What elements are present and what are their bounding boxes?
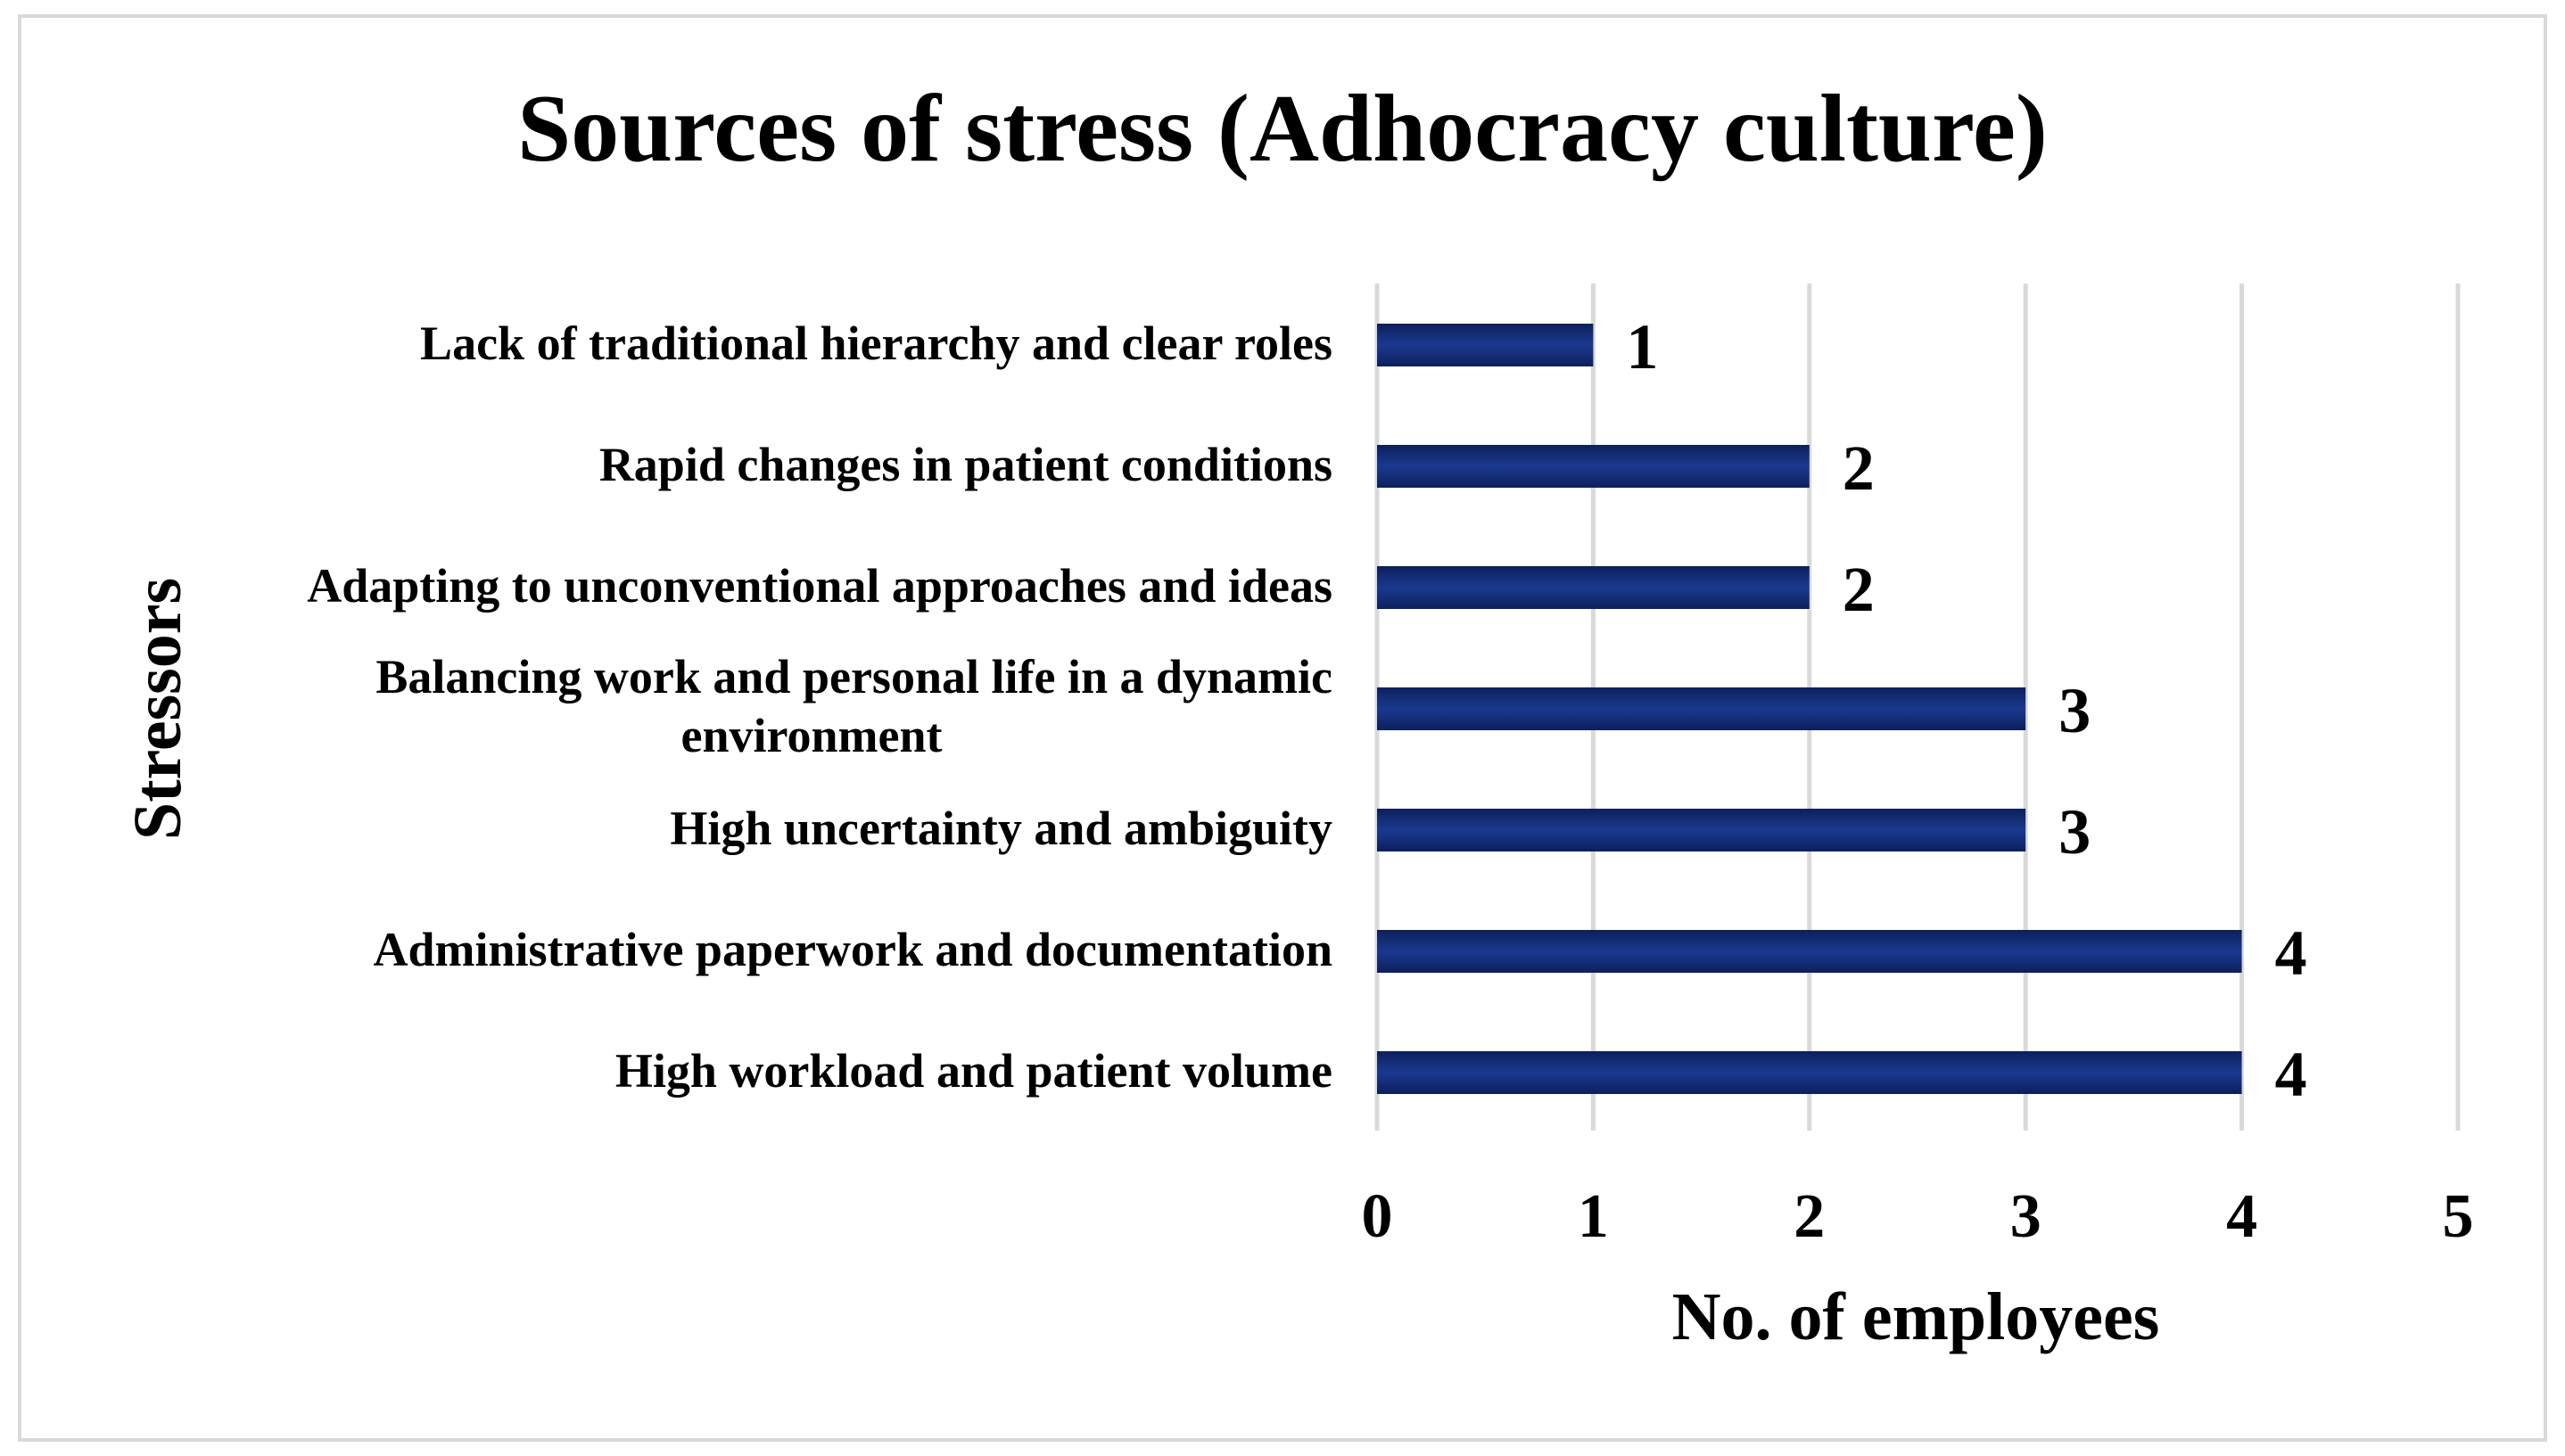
bars <box>1377 324 2242 1094</box>
bar <box>1377 1051 2242 1094</box>
category-label: Adapting to unconventional approaches an… <box>307 559 1332 613</box>
chart-frame <box>18 14 2547 1442</box>
bar <box>1377 566 1810 609</box>
x-tick-label: 1 <box>1578 1182 1609 1251</box>
x-axis-label: No. of employees <box>1672 1279 2160 1354</box>
x-tick-label: 5 <box>2443 1182 2474 1251</box>
category-label: Balancing work and personal life in a dy… <box>375 650 1332 703</box>
category-label: Rapid changes in patient conditions <box>599 438 1332 491</box>
x-tick-label: 2 <box>1794 1182 1825 1251</box>
gridlines <box>1374 284 2461 1131</box>
x-tick-label: 0 <box>1362 1182 1393 1251</box>
category-labels: Lack of traditional hierarchy and clear … <box>307 317 1332 1098</box>
x-tick-labels: 0 1 2 3 4 5 <box>1362 1182 2474 1251</box>
chart-title: Sources of stress (Adhocracy culture) <box>517 76 2048 182</box>
category-label: Administrative paperwork and documentati… <box>373 923 1332 976</box>
bar <box>1377 324 1594 366</box>
data-labels: 1 2 2 3 3 4 4 <box>1626 311 2306 1110</box>
bar <box>1377 445 1810 488</box>
data-label: 2 <box>1843 554 1875 625</box>
data-label: 2 <box>1843 432 1875 504</box>
data-label: 3 <box>2058 675 2091 746</box>
y-axis-label: Stressors <box>120 578 195 840</box>
data-label: 1 <box>1626 311 1658 383</box>
category-label: High uncertainty and ambiguity <box>670 802 1332 855</box>
category-label-continued: environment <box>681 709 943 762</box>
data-label: 3 <box>2058 796 2091 868</box>
x-tick-label: 4 <box>2226 1182 2257 1251</box>
category-label: High workload and patient volume <box>615 1044 1332 1098</box>
data-label: 4 <box>2275 1039 2307 1110</box>
x-tick-label: 3 <box>2010 1182 2041 1251</box>
bar <box>1377 687 2026 730</box>
bar <box>1377 930 2242 973</box>
bar <box>1377 809 2026 851</box>
data-label: 4 <box>2275 917 2307 989</box>
category-label: Lack of traditional hierarchy and clear … <box>420 317 1332 370</box>
